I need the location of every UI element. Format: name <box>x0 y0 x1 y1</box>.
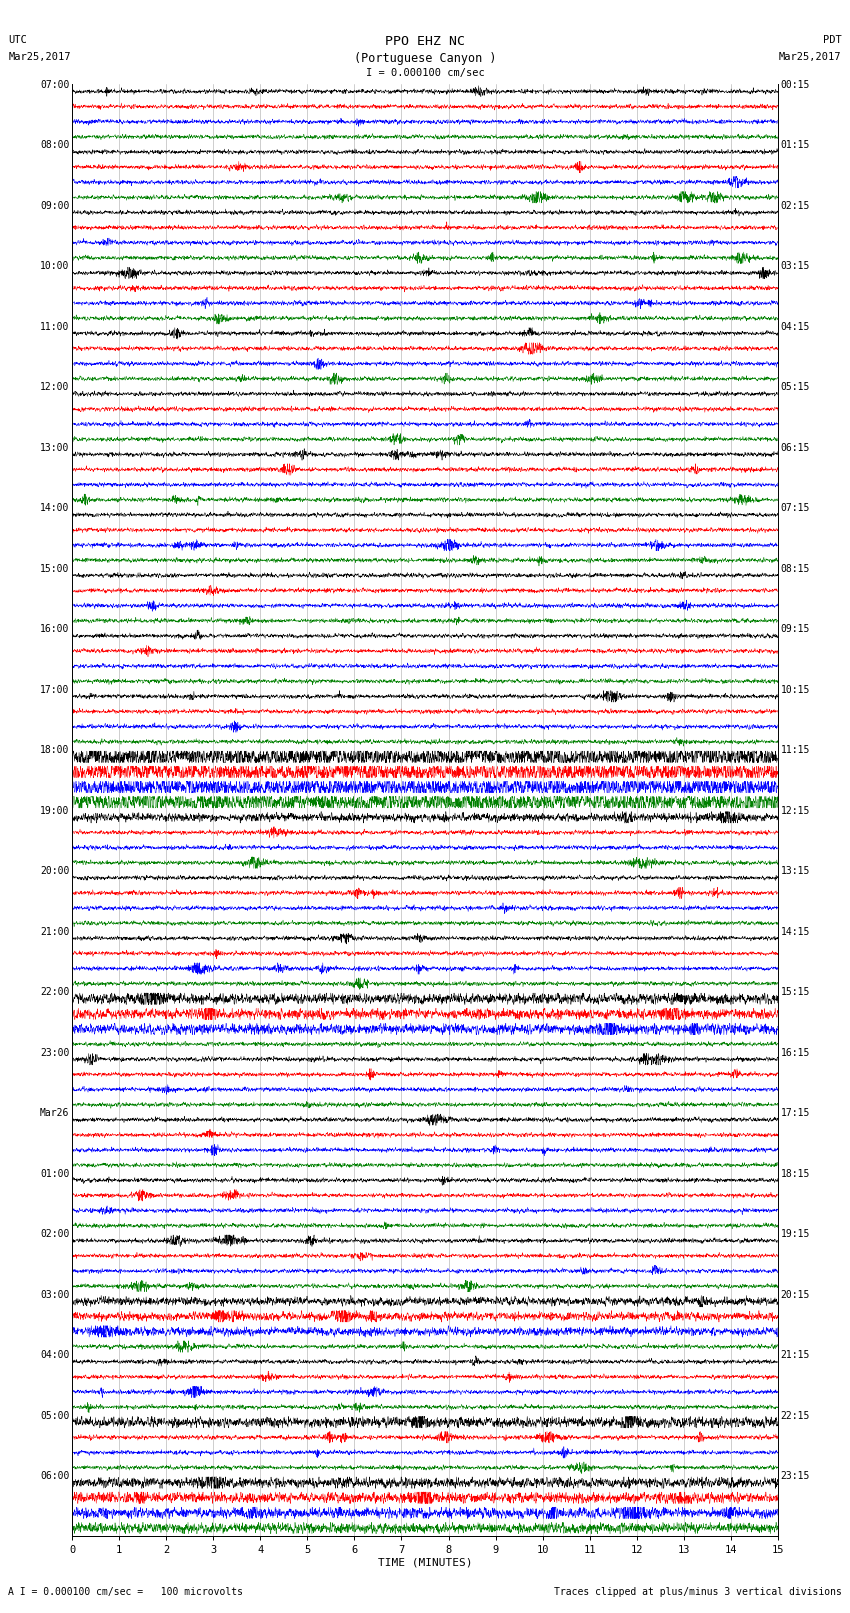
Text: PPO EHZ NC: PPO EHZ NC <box>385 35 465 48</box>
Text: Traces clipped at plus/minus 3 vertical divisions: Traces clipped at plus/minus 3 vertical … <box>553 1587 842 1597</box>
Text: I = 0.000100 cm/sec: I = 0.000100 cm/sec <box>366 68 484 77</box>
Text: UTC: UTC <box>8 35 27 45</box>
Text: PDT: PDT <box>823 35 842 45</box>
Text: Mar25,2017: Mar25,2017 <box>8 52 71 61</box>
Text: Mar25,2017: Mar25,2017 <box>779 52 842 61</box>
X-axis label: TIME (MINUTES): TIME (MINUTES) <box>377 1558 473 1568</box>
Text: A I = 0.000100 cm/sec =   100 microvolts: A I = 0.000100 cm/sec = 100 microvolts <box>8 1587 243 1597</box>
Text: (Portuguese Canyon ): (Portuguese Canyon ) <box>354 52 496 65</box>
